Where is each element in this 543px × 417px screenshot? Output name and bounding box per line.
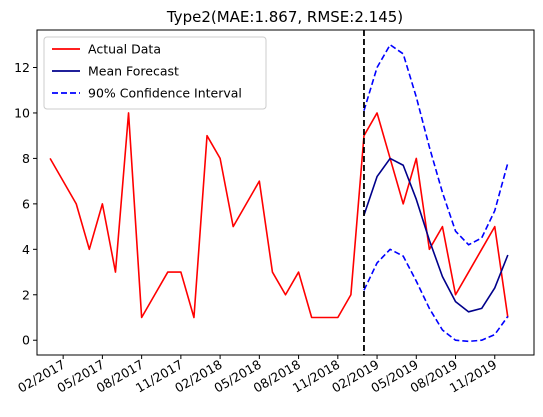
- legend: Actual Data Mean Forecast 90% Confidence I…: [43, 36, 267, 110]
- x-axis: 02/201705/201708/201711/201702/201805/20…: [15, 355, 499, 396]
- y-tick-label: 2: [22, 287, 30, 302]
- chart-title: Type2(MAE:1.867, RMSE:2.145): [166, 8, 403, 26]
- plot-area-frame: [36, 29, 535, 356]
- y-tick-label: 4: [22, 242, 30, 257]
- legend-label: Mean Forecast: [88, 64, 179, 79]
- y-axis: 0 2 4 6 8 10 12: [14, 60, 37, 348]
- y-tick-label: 10: [14, 105, 30, 120]
- series-layer: [49, 43, 509, 343]
- y-tick-label: 12: [14, 60, 30, 75]
- series-line-1: [363, 157, 509, 313]
- series-line-2: [363, 43, 509, 246]
- series-line-0: [49, 112, 509, 319]
- legend-box: [43, 36, 267, 110]
- legend-label: Actual Data: [88, 42, 161, 57]
- legend-label: 90% Confidence Interval: [88, 86, 242, 101]
- y-tick-label: 6: [22, 196, 30, 211]
- y-tick-label: 8: [22, 151, 30, 166]
- y-tick-label: 0: [22, 333, 30, 348]
- series-line-3: [363, 248, 509, 343]
